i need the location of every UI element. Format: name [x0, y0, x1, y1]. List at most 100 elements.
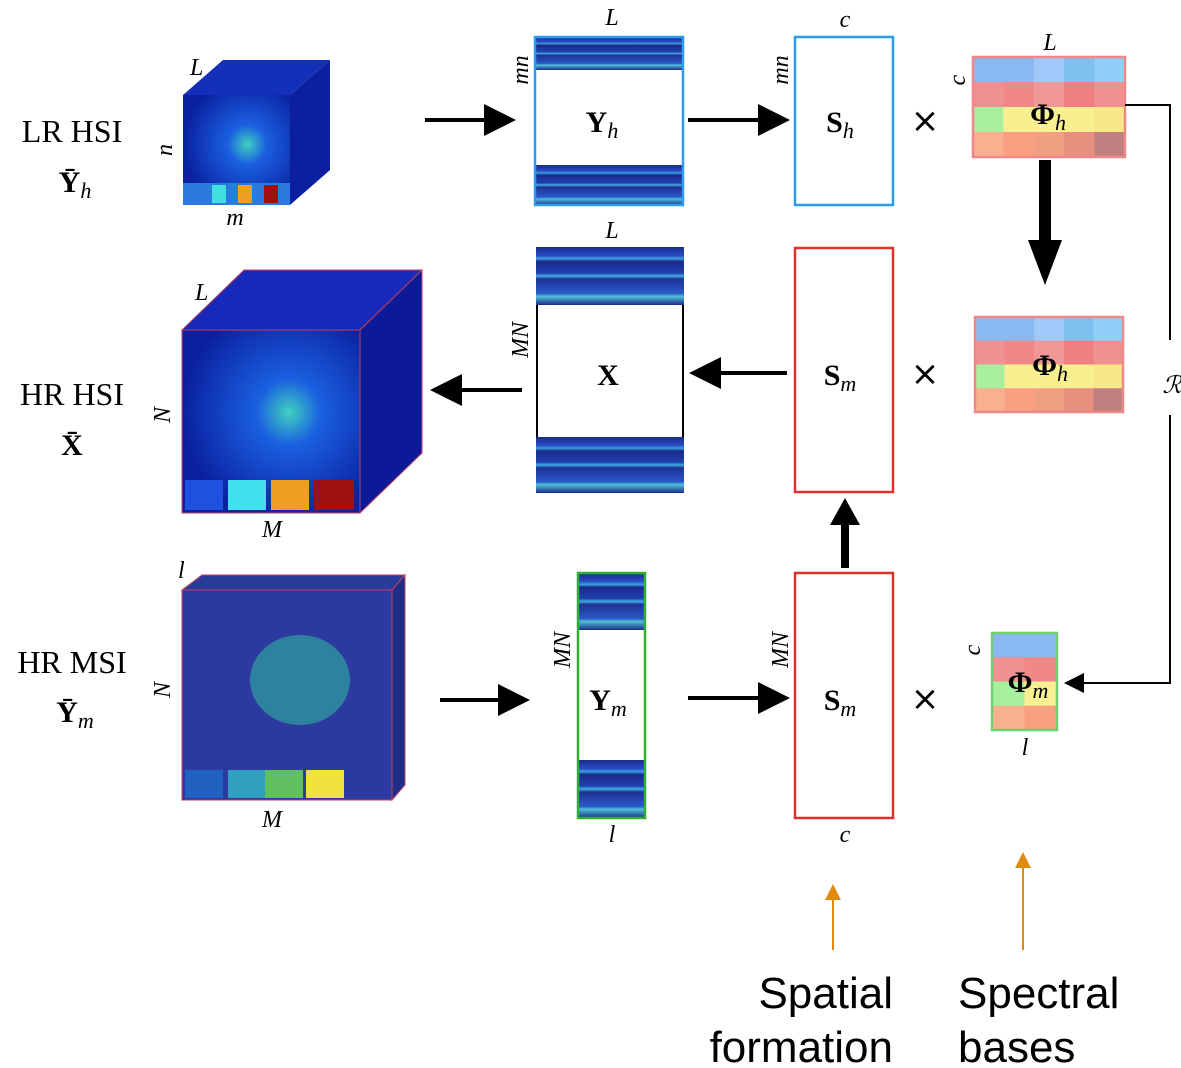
label: Sm — [824, 359, 857, 396]
cube-hr-hsi — [182, 270, 422, 513]
shape — [975, 317, 1005, 341]
shape — [975, 388, 1005, 412]
cube-lr — [183, 60, 330, 205]
shape — [992, 633, 1025, 658]
label: LR HSI — [22, 113, 122, 149]
label: Spatial — [758, 969, 893, 1018]
label: S — [826, 106, 843, 139]
label: h — [843, 118, 854, 143]
shape — [973, 107, 1004, 133]
label: HR HSI — [20, 376, 124, 412]
shape — [392, 575, 405, 800]
shape — [1093, 388, 1123, 412]
shape — [1064, 107, 1095, 133]
shape — [535, 37, 683, 70]
label: Ym — [589, 684, 627, 721]
label: Spectral — [958, 969, 1119, 1018]
label: h — [1057, 361, 1068, 386]
label: n — [152, 144, 178, 156]
label: m — [840, 696, 856, 721]
shape — [975, 365, 1005, 389]
label: Φ — [1030, 98, 1055, 131]
label: c — [840, 822, 851, 848]
label: m — [611, 696, 627, 721]
label: m — [1032, 678, 1048, 703]
label: mn — [768, 55, 794, 84]
label: X — [597, 359, 619, 392]
label: c — [840, 7, 851, 33]
shape — [1093, 317, 1123, 341]
label: Ȳ — [59, 166, 81, 199]
shape — [1025, 706, 1058, 731]
shape — [536, 437, 684, 493]
shape — [1064, 365, 1094, 389]
label: l — [1022, 735, 1029, 761]
label: L — [604, 5, 618, 31]
shape — [536, 247, 684, 305]
label: MN — [508, 320, 534, 359]
shape — [185, 770, 223, 798]
label: l — [178, 558, 185, 584]
shape — [973, 132, 1004, 158]
shape — [1064, 317, 1094, 341]
shape — [535, 165, 683, 205]
thick-arrow — [830, 498, 860, 568]
label: MN — [550, 630, 576, 669]
label: h — [607, 118, 618, 143]
label: Sm — [824, 684, 857, 721]
shape — [1064, 132, 1095, 158]
label: Ȳ — [56, 696, 78, 729]
label: Φ — [1008, 666, 1033, 699]
label: Yh — [586, 106, 619, 143]
shape — [212, 185, 226, 203]
label: N — [150, 680, 176, 699]
label: L — [194, 280, 208, 306]
label: N — [150, 405, 176, 424]
label: c — [945, 74, 971, 85]
box-sm — [795, 248, 893, 492]
label: formation — [710, 1023, 893, 1068]
shape — [1034, 317, 1064, 341]
shape — [182, 575, 405, 590]
shape — [1095, 132, 1126, 158]
label: mn — [508, 55, 534, 84]
shape — [1005, 365, 1035, 389]
label: × — [911, 101, 940, 141]
label: l — [609, 822, 616, 848]
thick-arrow — [1028, 160, 1062, 285]
shape — [314, 480, 354, 510]
label: m — [840, 371, 856, 396]
label: L — [1042, 30, 1056, 56]
shape — [238, 185, 252, 203]
shape — [578, 760, 645, 818]
shape — [228, 770, 266, 798]
shape — [1068, 415, 1170, 683]
shape — [1064, 341, 1094, 365]
shape — [1064, 388, 1094, 412]
shape — [264, 185, 278, 203]
label: c — [960, 644, 986, 655]
label: Ȳm — [56, 696, 94, 733]
label: M — [261, 807, 284, 833]
shape — [578, 573, 645, 630]
label: × — [911, 679, 940, 719]
shape — [1003, 132, 1034, 158]
label: L — [189, 55, 203, 81]
label: X̄ — [61, 429, 83, 462]
shape — [1125, 105, 1170, 340]
shape — [1064, 57, 1095, 83]
shape — [1095, 107, 1126, 133]
cube-hr-msi — [182, 575, 405, 800]
shape — [250, 635, 350, 725]
label: Y — [586, 106, 608, 139]
shape — [1005, 388, 1035, 412]
shape — [1005, 341, 1035, 365]
label: Sh — [826, 106, 854, 143]
label: Ȳh — [59, 166, 92, 203]
shape — [1034, 388, 1064, 412]
label: S — [824, 359, 841, 392]
shape — [1093, 341, 1123, 365]
label: Y — [589, 684, 611, 717]
label: ℛ — [1162, 373, 1181, 399]
shape — [228, 480, 266, 510]
